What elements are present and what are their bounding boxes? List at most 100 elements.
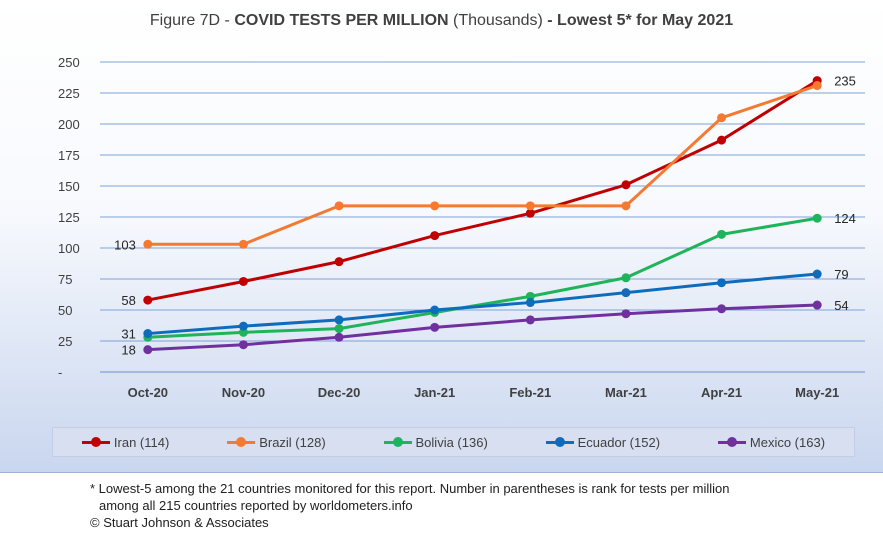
data-point — [430, 201, 440, 211]
gridlines — [100, 61, 865, 373]
data-point — [525, 208, 535, 218]
y-tick-label: 75 — [58, 272, 72, 287]
x-tick-label: Oct-20 — [128, 385, 168, 400]
y-tick-label: 225 — [58, 86, 80, 101]
data-point — [525, 315, 535, 325]
data-point — [430, 231, 440, 241]
data-point — [334, 332, 344, 342]
data-point — [717, 278, 727, 288]
legend-label: Bolivia (136) — [415, 434, 488, 450]
footnote-line-1: * Lowest-5 among the 21 countries monito… — [90, 481, 730, 496]
title-prefix: Figure 7D - — [149, 12, 235, 29]
data-point — [525, 201, 535, 211]
legend: Iran (114) Brazil (128) Bolivia (136) Ecuad… — [52, 427, 855, 457]
data-point — [430, 305, 440, 315]
legend-item: Ecuador (152) — [545, 434, 661, 450]
data-point — [621, 273, 631, 283]
series-lines — [143, 76, 822, 355]
data-point — [334, 201, 344, 211]
data-point — [717, 113, 727, 123]
legend-swatch — [383, 436, 412, 448]
series-line — [147, 84, 818, 246]
data-point — [143, 329, 153, 339]
x-tick-label: Mar-21 — [605, 385, 647, 400]
data-labels: 58 235 103 124 31 79 18 54 — [114, 74, 856, 358]
data-label: 31 — [121, 327, 135, 342]
legend-label: Ecuador (152) — [577, 434, 661, 450]
data-label: 18 — [121, 343, 135, 358]
x-axis-tick-labels: Oct-20 Nov-20 Dec-20 Jan-21 Feb-21 Mar-21 Apr-… — [128, 385, 840, 400]
data-point — [812, 213, 822, 223]
data-point — [334, 315, 344, 325]
data-point — [621, 180, 631, 190]
series-line — [147, 216, 818, 339]
data-label: 103 — [114, 237, 136, 252]
legend-item: Bolivia (136) — [383, 434, 488, 450]
data-label: 58 — [121, 293, 135, 308]
data-point — [430, 322, 440, 332]
x-tick-label: Nov-20 — [222, 385, 265, 400]
x-tick-label: Jan-21 — [414, 385, 455, 400]
legend-item: Iran (114) — [81, 434, 170, 450]
data-point — [717, 229, 727, 239]
data-label: 54 — [834, 298, 848, 313]
legend-swatch — [717, 436, 746, 448]
legend-swatch — [227, 436, 256, 448]
legend-swatch — [81, 436, 110, 448]
y-tick-label: 250 — [58, 55, 80, 70]
legend-swatch — [545, 436, 574, 448]
legend-label: Mexico (163) — [749, 434, 826, 450]
series-line — [147, 79, 818, 302]
legend-item: Brazil (128) — [227, 434, 326, 450]
y-tick-label: 150 — [58, 179, 80, 194]
title-bold-subtitle: - Lowest 5* for May 2021 — [542, 12, 734, 29]
data-point — [717, 135, 727, 145]
data-point — [812, 269, 822, 279]
y-tick-label: 25 — [58, 334, 72, 349]
data-point — [334, 257, 344, 267]
data-label: 235 — [834, 74, 856, 89]
legend-label: Brazil (128) — [259, 434, 326, 450]
legend-label: Iran (114) — [113, 434, 170, 450]
series-line — [147, 272, 818, 336]
line-chart: - 25 50 75 100 125 150 175 200 225 250 Oct-20 Nov-2… — [58, 55, 865, 400]
y-axis-tick-labels: - 25 50 75 100 125 150 175 200 225 250 — [58, 55, 80, 380]
y-tick-label: 175 — [58, 148, 80, 163]
y-tick-label: 50 — [58, 303, 72, 318]
y-tick-label: 100 — [58, 241, 80, 256]
footnote-line-2: among all 215 countries reported by worl… — [99, 498, 413, 513]
chart-panel: Figure 7D - COVID TESTS PER MILLION (Tho… — [0, 0, 883, 473]
data-point — [621, 309, 631, 319]
data-point — [238, 239, 248, 249]
title-bold-main: COVID TESTS PER MILLION — [234, 12, 449, 29]
data-point — [238, 340, 248, 350]
y-tick-label: 200 — [58, 117, 80, 132]
data-point — [621, 201, 631, 211]
y-tick-label: 125 — [58, 210, 80, 225]
footnote: * Lowest-5 among the 21 countries monito… — [90, 480, 870, 531]
x-tick-label: Dec-20 — [318, 385, 361, 400]
data-point — [525, 298, 535, 308]
x-tick-label: Apr-21 — [701, 385, 742, 400]
data-point — [334, 324, 344, 334]
chart-title: Figure 7D - COVID TESTS PER MILLION (Tho… — [0, 12, 883, 30]
data-point — [812, 81, 822, 91]
title-units: (Thousands) — [448, 12, 543, 29]
data-point — [143, 345, 153, 355]
legend-item: Mexico (163) — [717, 434, 826, 450]
x-tick-label: Feb-21 — [509, 385, 551, 400]
data-point — [621, 288, 631, 298]
data-label: 124 — [834, 211, 856, 226]
data-label: 79 — [834, 267, 848, 282]
series-line — [147, 303, 818, 352]
data-point — [812, 300, 822, 310]
data-point — [143, 295, 153, 305]
copyright: © Stuart Johnson & Associates — [90, 515, 269, 530]
data-point — [238, 276, 248, 286]
data-point — [238, 321, 248, 331]
data-point — [143, 239, 153, 249]
data-point — [525, 291, 535, 301]
data-point — [238, 327, 248, 337]
y-tick-label: - — [58, 365, 62, 380]
x-tick-label: May-21 — [795, 385, 839, 400]
